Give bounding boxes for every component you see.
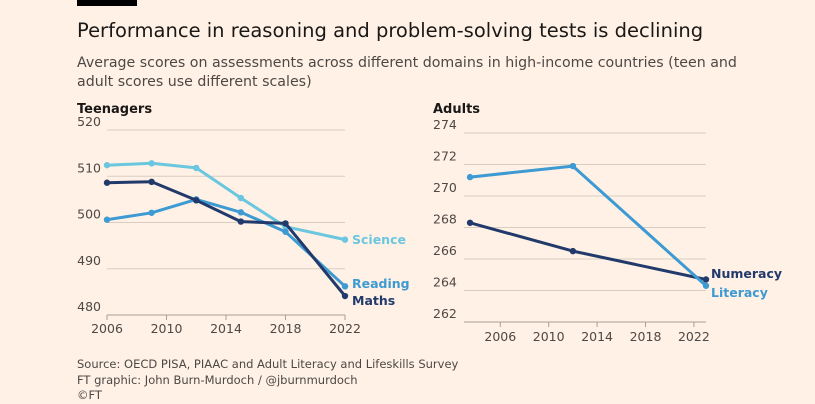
adults-xtick-2010: 2010 [533,329,565,344]
adults-numeracy-line [468,221,708,281]
adults-ytick-272: 272 [433,149,457,164]
adults-xtick-2018: 2018 [630,329,662,344]
teenagers-panel-title: Teenagers [77,102,152,117]
teenagers-science-line [105,161,347,242]
chart-title: Performance in reasoning and problem-sol… [77,19,704,42]
adults-ytick-270: 270 [433,180,457,195]
adults-literacy-line [468,164,708,288]
teenagers-maths-point [237,218,245,225]
chart-subtitle: Average scores on assessments across dif… [77,55,737,90]
teenagers-reading-series-label: Reading [352,276,410,291]
adults-xtick-2014: 2014 [581,329,613,344]
teenagers-xtick-2006: 2006 [91,321,123,336]
adults-literacy-point [466,173,474,181]
teenagers-science-point [193,164,200,172]
teenagers-xtick-2010: 2010 [151,321,183,336]
teenagers-xtick-2022: 2022 [329,321,361,336]
teenagers-maths-point [193,197,200,204]
teenagers-ytick-520: 520 [77,114,101,129]
adults-literacy-point [702,282,710,289]
teenagers-maths-series-label: Maths [352,293,395,308]
teenagers-maths-point [341,292,349,300]
ft-top-bar [77,0,137,6]
teenagers-maths-line [105,180,347,298]
credit-note: FT graphic: John Burn-Murdoch / @jburnmu… [77,372,358,387]
adults-ytick-268: 268 [433,212,457,227]
teenagers-reading-line [105,197,347,288]
adults-numeracy-point [466,219,474,226]
teenagers-reading-point [341,283,349,290]
adults-numeracy-point [569,247,577,255]
adults-literacy-point [569,162,577,170]
teenagers-reading-point [282,228,289,235]
teenagers-ytick-480: 480 [77,299,101,314]
adults-xtick-2006: 2006 [484,329,516,344]
adults-numeracy-series-label: Numeracy [711,266,782,281]
teenagers-reading-point [103,216,111,223]
teenagers-ytick-510: 510 [77,160,101,175]
teenagers-science-point [148,160,155,167]
adults-ytick-264: 264 [433,275,457,290]
adults-numeracy-point [702,276,710,283]
adults-xtick-2022: 2022 [678,329,710,344]
copyright-note: ©FT [77,388,102,402]
teenagers-science-point [103,161,111,169]
source-note: Source: OECD PISA, PIAAC and Adult Liter… [77,357,459,371]
adults-literacy-series-label: Literacy [711,285,768,300]
teenagers-maths-point [103,179,111,186]
adults-ytick-266: 266 [433,243,457,258]
teenagers-maths-point [282,220,289,227]
chart-footer: Source: OECD PISA, PIAAC and Adult Liter… [77,357,458,404]
adults-ytick-262: 262 [433,306,457,321]
teenagers-reading-point [148,209,155,216]
teenagers-science-point [341,236,349,243]
teenagers-ytick-490: 490 [77,253,101,268]
teenagers-science-point [237,194,245,202]
teenagers-xtick-2018: 2018 [270,321,302,336]
teenagers-xtick-2014: 2014 [210,321,242,336]
teenagers-ytick-500: 500 [77,207,101,222]
teenagers-science-series-label: Science [352,232,406,247]
teenagers-maths-point [148,178,155,185]
adults-panel-title: Adults [433,102,480,117]
teenagers-reading-point [237,209,245,216]
adults-ytick-274: 274 [433,117,457,132]
